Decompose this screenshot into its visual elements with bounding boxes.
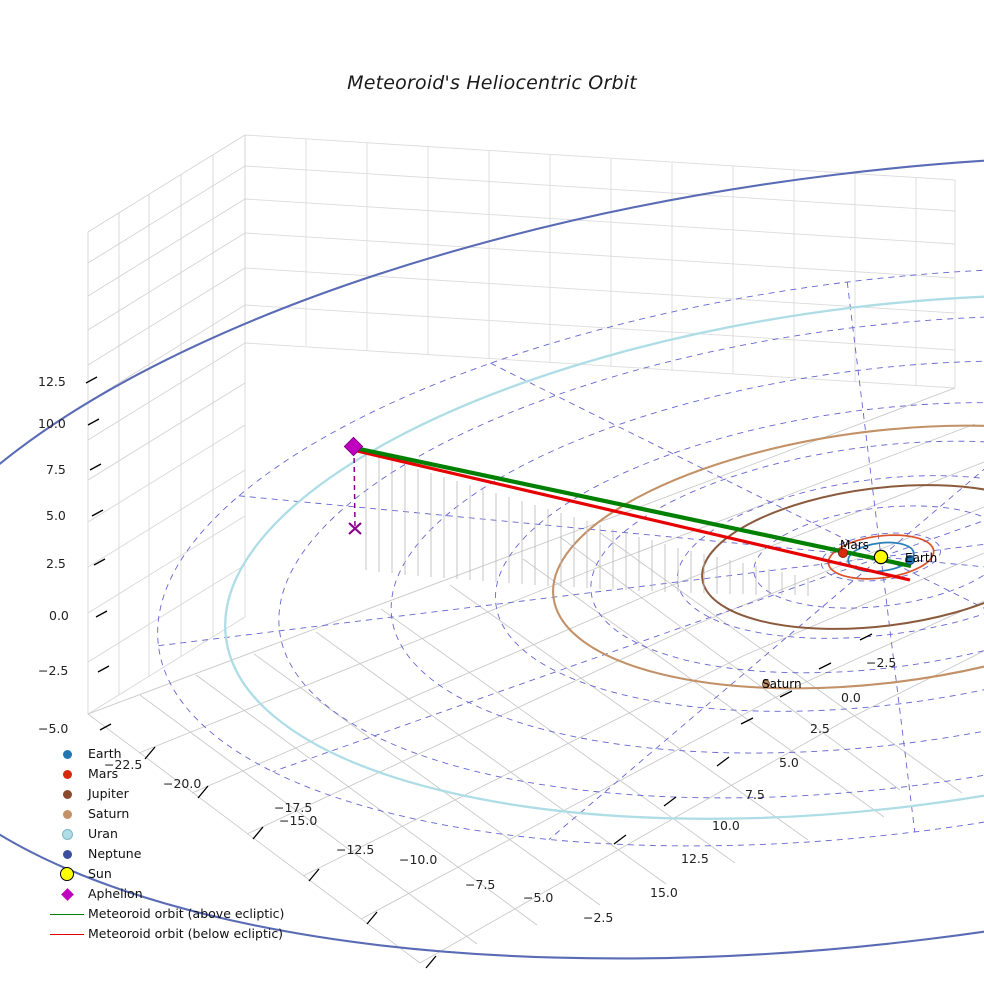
annotation-earth: Earth (905, 551, 938, 565)
x-tick--7.5: −7.5 (465, 877, 496, 892)
x-tick--15.0: −15.0 (279, 813, 318, 828)
legend-label-saturn: Saturn (88, 806, 130, 821)
annotation-mars: Mars (840, 538, 869, 552)
legend-label-uran: Uran (88, 826, 118, 841)
marker-mars (838, 548, 849, 559)
legend-label-orbit-below: Meteoroid orbit (below ecliptic) (88, 926, 284, 941)
pane-grid-left-lower (87, 382, 246, 715)
legend-label-jupiter: Jupiter (88, 786, 129, 801)
legend-item-sun[interactable]: Sun (46, 864, 338, 884)
y-tick-12.5: 12.5 (681, 851, 709, 866)
pane-grid-floor (87, 387, 984, 964)
axis-ticks (85, 376, 873, 969)
z-tick-5.0: 5.0 (46, 508, 66, 523)
legend-item-neptune[interactable]: Neptune (46, 844, 338, 864)
legend-item-orbit-above[interactable]: Meteoroid orbit (above ecliptic) (46, 904, 338, 924)
x-tick--12.5: −12.5 (336, 842, 375, 857)
y-tick-7.5: 7.5 (745, 787, 765, 802)
planet-orbits (0, 154, 984, 960)
y-tick--2.5: −2.5 (866, 655, 897, 670)
legend-label-aphelion: Aphelion (88, 886, 143, 901)
pane-grid-left (87, 134, 246, 481)
legend-item-saturn[interactable]: Saturn (46, 804, 338, 824)
annotation-saturn: Saturn (762, 677, 802, 691)
legend-label-orbit-above: Meteoroid orbit (above ecliptic) (88, 906, 285, 921)
marker-earth (905, 555, 916, 566)
meteoroid-orbit-above-ecliptic (354, 445, 912, 569)
x-tick--17.5: −17.5 (274, 800, 313, 815)
legend-label-earth: Earth (88, 746, 122, 761)
marker-saturn (762, 680, 771, 689)
x-tick--2.5: −2.5 (583, 910, 614, 925)
meteoroid-orbit-below-ecliptic (356, 449, 911, 582)
uran-marker-icon (46, 828, 88, 840)
legend: Earth Mars Jupiter Saturn Uran (46, 744, 338, 944)
page-title: Meteoroid's Heliocentric Orbit (347, 72, 637, 94)
aphelion-dropline (353, 448, 356, 529)
sun-marker-icon (46, 867, 88, 881)
x-tick--20.0: −20.0 (163, 776, 202, 791)
legend-item-orbit-below[interactable]: Meteoroid orbit (below ecliptic) (46, 924, 338, 944)
aphelion-marker-icon (46, 887, 88, 901)
saturn-marker-icon (46, 809, 88, 819)
x-tick--5.0: −5.0 (523, 890, 554, 905)
orbit-jupiter (701, 484, 984, 630)
neptune-marker-icon (46, 849, 88, 859)
z-tick-10.0: 10.0 (38, 416, 66, 431)
marker-sun (873, 549, 889, 565)
z-tick--5.0: −5.0 (38, 721, 69, 736)
orbit-above-line-icon (46, 913, 88, 915)
orbit-neptune (0, 154, 984, 960)
orbit-saturn (552, 424, 984, 690)
aphelion-marker (343, 436, 364, 457)
orbit-earth (847, 541, 915, 573)
legend-item-jupiter[interactable]: Jupiter (46, 784, 338, 804)
legend-item-earth[interactable]: Earth (46, 744, 338, 764)
orbit-below-line-icon (46, 933, 88, 935)
orbit-mars (827, 534, 935, 580)
y-tick-15.0: 15.0 (650, 885, 678, 900)
y-tick-2.5: 2.5 (810, 721, 830, 736)
pane-grid-back (244, 134, 956, 389)
z-tick-2.5: 2.5 (46, 556, 66, 571)
meteoroid-droplines (365, 452, 809, 596)
jupiter-marker-icon (46, 789, 88, 799)
x-tick--10.0: −10.0 (399, 852, 438, 867)
legend-label-sun: Sun (88, 866, 112, 881)
body-markers (762, 548, 916, 689)
mars-marker-icon (46, 769, 88, 779)
legend-item-uran[interactable]: Uran (46, 824, 338, 844)
y-tick-0.0: 0.0 (841, 690, 861, 705)
z-tick-0.0: 0.0 (49, 608, 69, 623)
legend-label-mars: Mars (88, 766, 119, 781)
x-tick--22.5: −22.5 (104, 757, 143, 772)
earth-marker-icon (46, 749, 88, 759)
z-tick-12.5: 12.5 (38, 374, 66, 389)
z-tick-7.5: 7.5 (46, 462, 66, 477)
legend-item-mars[interactable]: Mars (46, 764, 338, 784)
z-tick--2.5: −2.5 (38, 663, 69, 678)
legend-item-aphelion[interactable]: Aphelion (46, 884, 338, 904)
y-tick-5.0: 5.0 (779, 755, 799, 770)
y-tick-10.0: 10.0 (712, 818, 740, 833)
aphelion-projection-marker (348, 522, 362, 535)
legend-label-neptune: Neptune (88, 846, 142, 861)
orbit-uran (224, 294, 984, 820)
